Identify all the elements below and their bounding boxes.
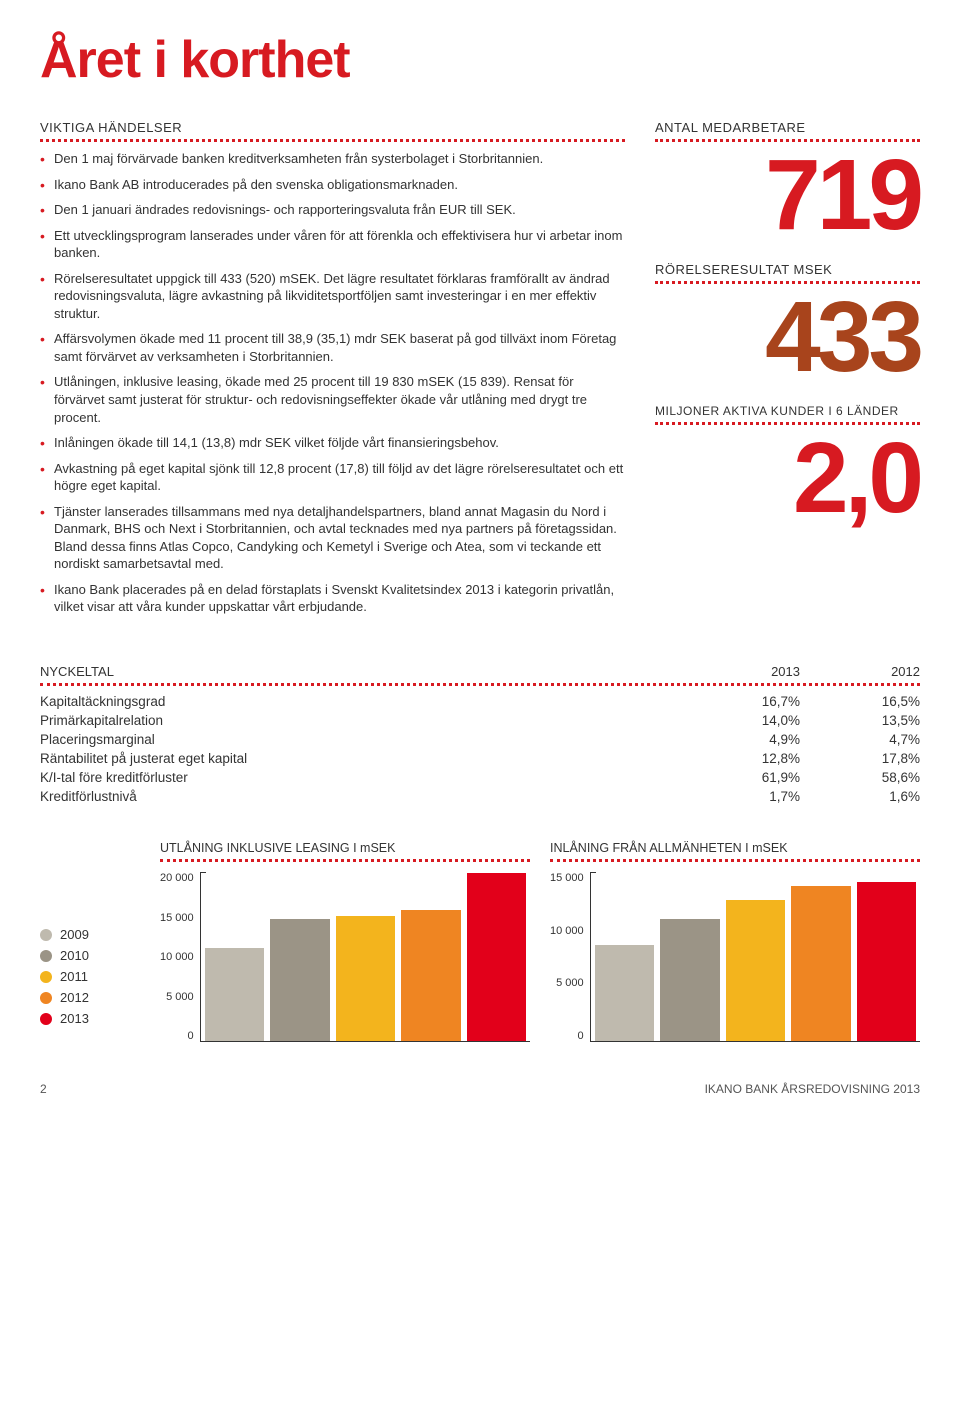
legend-item: 2009 [40, 927, 140, 942]
stat-value: 433 [655, 292, 920, 382]
y-tick: 15 000 [550, 872, 584, 884]
bar [336, 916, 395, 1041]
page-title: Året i korthet [40, 30, 920, 90]
event-item: Avkastning på eget kapital sjönk till 12… [40, 460, 625, 495]
y-tick: 10 000 [160, 951, 194, 963]
keyfigure-row: Kapitaltäckningsgrad 16,7% 16,5% [40, 692, 920, 711]
kf-val-2012: 1,6% [800, 789, 920, 804]
legend-swatch [40, 950, 52, 962]
kf-val-2012: 13,5% [800, 713, 920, 728]
stat-value: 719 [655, 150, 920, 240]
legend-item: 2011 [40, 969, 140, 984]
keyfigure-row: Primärkapitalrelation 14,0% 13,5% [40, 711, 920, 730]
keyfigure-row: Kreditförlustnivå 1,7% 1,6% [40, 787, 920, 806]
events-heading: VIKTIGA HÄNDELSER [40, 120, 625, 142]
keyfigures-header: NYCKELTAL 2013 2012 [40, 664, 920, 686]
legend-label: 2012 [60, 990, 89, 1005]
kf-val-2013: 14,0% [680, 713, 800, 728]
stat-customers: MILJONER AKTIVA KUNDER I 6 LÄNDER 2,0 [655, 404, 920, 523]
legend-label: 2010 [60, 948, 89, 963]
event-item: Ikano Bank placerades på en delad första… [40, 581, 625, 616]
bar [791, 886, 850, 1041]
kf-label: Räntabilitet på justerat eget kapital [40, 751, 680, 766]
keyfigures-table: NYCKELTAL 2013 2012 Kapitaltäckningsgrad… [40, 664, 920, 806]
kf-label: Primärkapitalrelation [40, 713, 680, 728]
legend-swatch [40, 992, 52, 1004]
page-number: 2 [40, 1082, 47, 1096]
keyfigure-row: K/I-tal före kreditförluster 61,9% 58,6% [40, 768, 920, 787]
legend-swatch [40, 1013, 52, 1025]
charts-row: 2009 2010 2011 2012 2013 UTLÅNING INKLUSIVE … [40, 841, 920, 1042]
kf-val-2013: 16,7% [680, 694, 800, 709]
event-item: Tjänster lanserades tillsammans med nya … [40, 503, 625, 573]
y-tick: 5 000 [160, 991, 194, 1003]
y-tick: 15 000 [160, 912, 194, 924]
page-footer: 2 IKANO BANK ÅRSREDOVISNING 2013 [40, 1082, 920, 1096]
y-axis: 20 000 15 000 10 000 5 000 0 [160, 872, 201, 1042]
y-tick: 0 [160, 1030, 194, 1042]
chart-legend: 2009 2010 2011 2012 2013 [40, 927, 140, 1042]
legend-item: 2010 [40, 948, 140, 963]
event-item: Rörelseresultatet uppgick till 433 (520)… [40, 270, 625, 323]
event-item: Ett utvecklingsprogram lanserades under … [40, 227, 625, 262]
stat-value: 2,0 [655, 433, 920, 523]
bars-area [591, 872, 920, 1042]
chart-title: UTLÅNING INKLUSIVE LEASING I mSEK [160, 841, 530, 862]
kf-val-2012: 4,7% [800, 732, 920, 747]
chart-title: INLÅNING FRÅN ALLMÄNHETEN I mSEK [550, 841, 920, 862]
event-item: Den 1 januari ändrades redovisnings- och… [40, 201, 625, 219]
kf-label: Placeringsmarginal [40, 732, 680, 747]
legend-label: 2011 [60, 969, 88, 984]
y-tick: 10 000 [550, 925, 584, 937]
y-axis: 15 000 10 000 5 000 0 [550, 872, 591, 1042]
keyfigures-year2: 2012 [800, 664, 920, 679]
stat-result: RÖRELSERESULTAT MSEK 433 [655, 262, 920, 382]
bar [857, 882, 916, 1041]
legend-label: 2013 [60, 1011, 89, 1026]
bar [660, 919, 719, 1041]
keyfigure-row: Räntabilitet på justerat eget kapital 12… [40, 749, 920, 768]
event-item: Inlåningen ökade till 14,1 (13,8) mdr SE… [40, 434, 625, 452]
bar [270, 919, 329, 1042]
keyfigures-heading: NYCKELTAL [40, 664, 680, 679]
events-list: Den 1 maj förvärvade banken kreditverksa… [40, 150, 625, 616]
legend-item: 2013 [40, 1011, 140, 1026]
stat-employees: ANTAL MEDARBETARE 719 [655, 120, 920, 240]
keyfigure-row: Placeringsmarginal 4,9% 4,7% [40, 730, 920, 749]
doc-name: IKANO BANK ÅRSREDOVISNING 2013 [705, 1082, 920, 1096]
legend-swatch [40, 929, 52, 941]
events-column: VIKTIGA HÄNDELSER Den 1 maj förvärvade b… [40, 120, 625, 624]
bar [467, 873, 526, 1041]
event-item: Den 1 maj förvärvade banken kreditverksa… [40, 150, 625, 168]
kf-val-2012: 16,5% [800, 694, 920, 709]
kf-val-2013: 1,7% [680, 789, 800, 804]
bars-area [201, 872, 530, 1042]
kf-val-2012: 58,6% [800, 770, 920, 785]
kf-val-2013: 61,9% [680, 770, 800, 785]
bar [726, 900, 785, 1041]
legend-swatch [40, 971, 52, 983]
kf-label: Kapitaltäckningsgrad [40, 694, 680, 709]
legend-label: 2009 [60, 927, 89, 942]
bar [205, 948, 264, 1041]
legend-item: 2012 [40, 990, 140, 1005]
y-tick: 5 000 [550, 977, 584, 989]
chart-lending: UTLÅNING INKLUSIVE LEASING I mSEK 20 000… [160, 841, 530, 1042]
kf-val-2012: 17,8% [800, 751, 920, 766]
event-item: Utlåningen, inklusive leasing, ökade med… [40, 373, 625, 426]
bar [401, 910, 460, 1041]
kf-label: Kreditförlustnivå [40, 789, 680, 804]
kf-label: K/I-tal före kreditförluster [40, 770, 680, 785]
event-item: Affärsvolymen ökade med 11 procent till … [40, 330, 625, 365]
y-tick: 0 [550, 1030, 584, 1042]
keyfigures-year1: 2013 [680, 664, 800, 679]
kf-val-2013: 12,8% [680, 751, 800, 766]
bar [595, 945, 654, 1041]
stats-column: ANTAL MEDARBETARE 719 RÖRELSERESULTAT MS… [655, 120, 920, 624]
event-item: Ikano Bank AB introducerades på den sven… [40, 176, 625, 194]
kf-val-2013: 4,9% [680, 732, 800, 747]
y-tick: 20 000 [160, 872, 194, 884]
chart-deposits: INLÅNING FRÅN ALLMÄNHETEN I mSEK 15 0001… [550, 841, 920, 1042]
